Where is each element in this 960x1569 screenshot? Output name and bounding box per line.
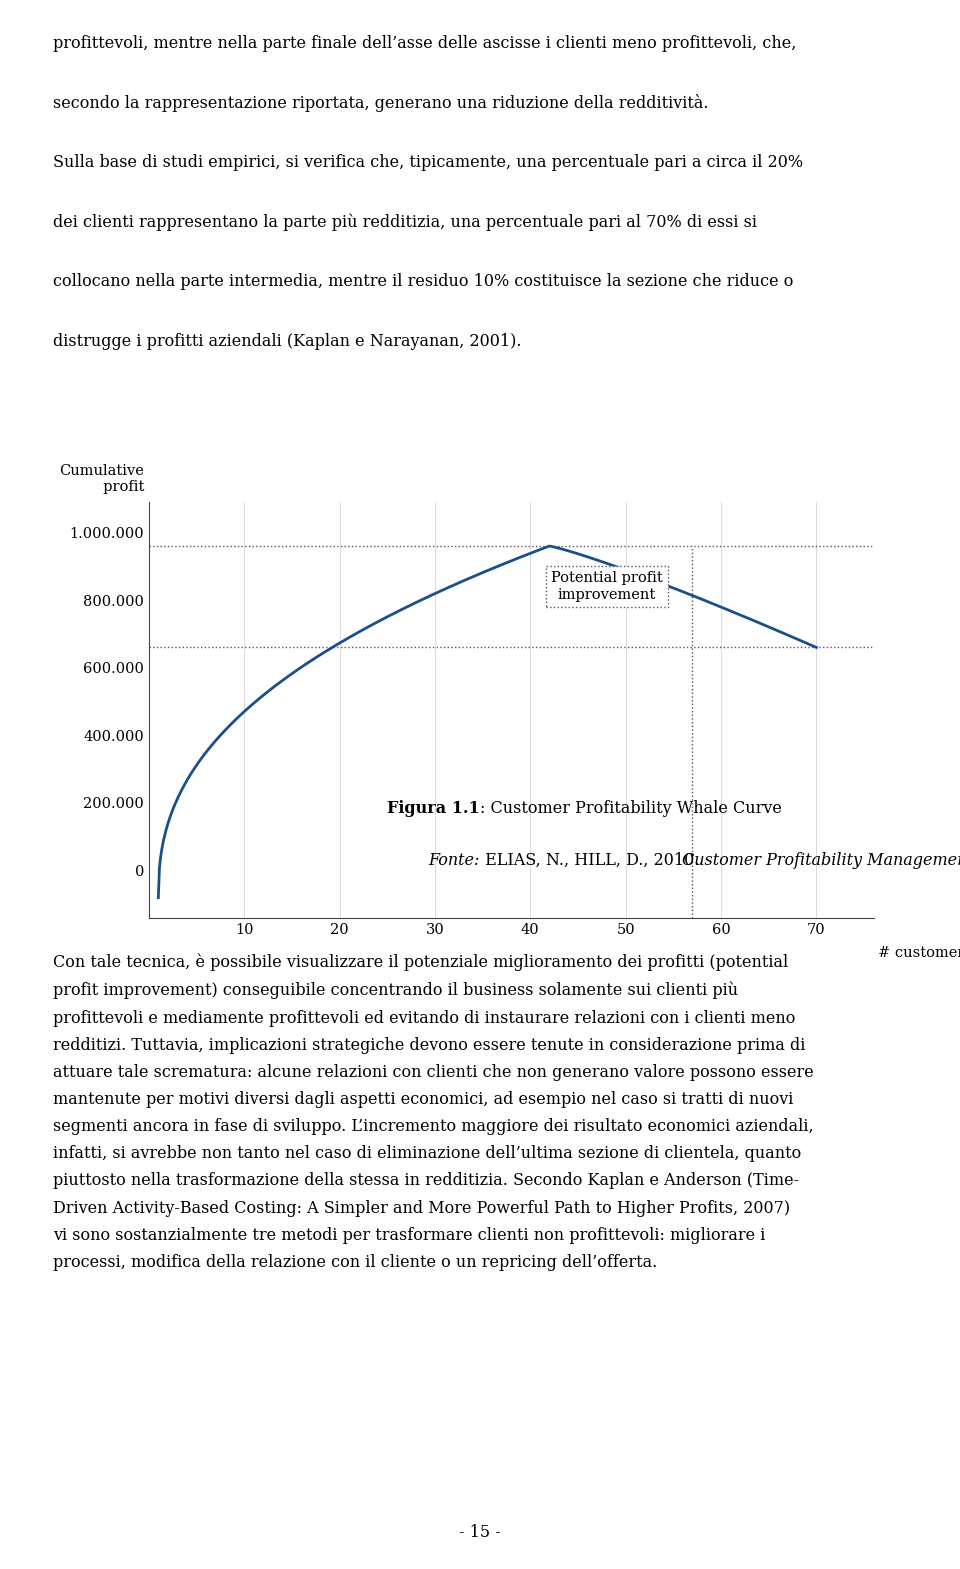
Text: Customer Profitability Management: Customer Profitability Management [682, 852, 960, 869]
Text: Sulla base di studi empirici, si verifica che, tipicamente, una percentuale pari: Sulla base di studi empirici, si verific… [53, 154, 803, 171]
Text: distrugge i profitti aziendali (Kaplan e Narayanan, 2001).: distrugge i profitti aziendali (Kaplan e… [53, 333, 521, 350]
Text: Cumulative
  profit: Cumulative profit [60, 464, 144, 494]
Text: Con tale tecnica, è possibile visualizzare il potenziale miglioramento dei profi: Con tale tecnica, è possibile visualizza… [53, 954, 813, 1271]
Text: Potential profit
improvement: Potential profit improvement [551, 571, 662, 601]
Text: Figura 1.1: Figura 1.1 [387, 800, 480, 817]
Text: profittevoli, mentre nella parte finale dell’asse delle ascisse i clienti meno p: profittevoli, mentre nella parte finale … [53, 35, 796, 52]
Text: dei clienti rappresentano la parte più redditizia, una percentuale pari al 70% d: dei clienti rappresentano la parte più r… [53, 213, 756, 231]
Text: # customers: # customers [878, 946, 960, 960]
Text: collocano nella parte intermedia, mentre il residuo 10% costituisce la sezione c: collocano nella parte intermedia, mentre… [53, 273, 793, 290]
Text: : Customer Profitability Whale Curve: : Customer Profitability Whale Curve [480, 800, 781, 817]
Text: ELIAS, N., HILL, D., 2010.: ELIAS, N., HILL, D., 2010. [480, 852, 705, 869]
Text: - 15 -: - 15 - [459, 1523, 501, 1541]
Text: secondo la rappresentazione riportata, generano una riduzione della redditività.: secondo la rappresentazione riportata, g… [53, 94, 708, 111]
Text: Fonte:: Fonte: [428, 852, 480, 869]
